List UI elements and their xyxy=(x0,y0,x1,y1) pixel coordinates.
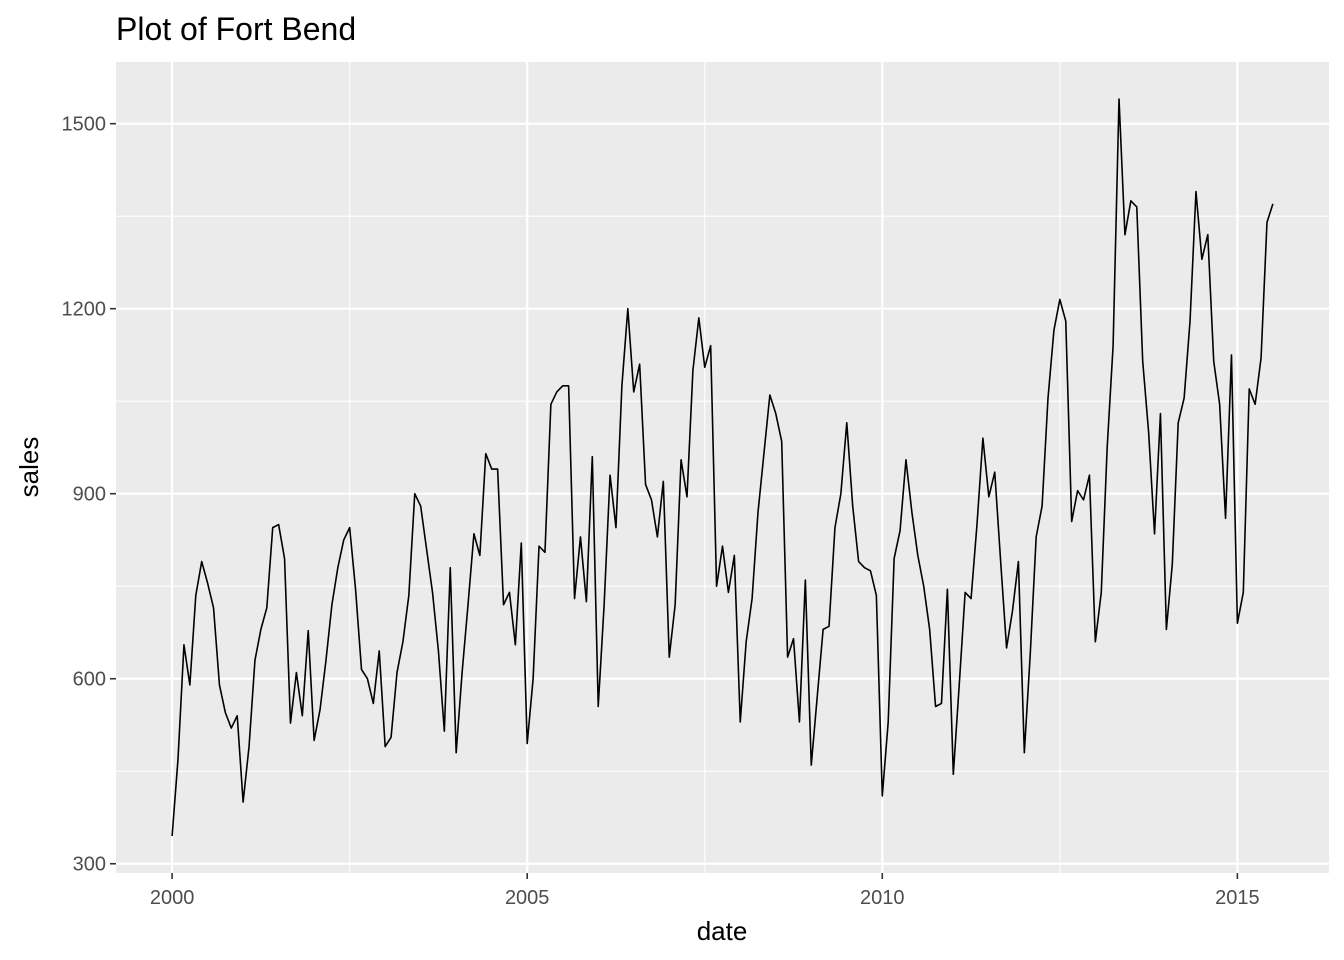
y-axis-title: sales xyxy=(14,437,44,498)
x-tick-label: 2010 xyxy=(860,887,905,909)
y-axis: 300 600 900 1200 1500 xyxy=(62,114,116,876)
y-tick-label: 900 xyxy=(73,484,106,506)
minor-gridlines xyxy=(116,62,1329,873)
y-tick-label: 1200 xyxy=(62,299,107,321)
y-tick-label: 600 xyxy=(73,669,106,691)
x-tick-label: 2005 xyxy=(505,887,550,909)
y-tick-label: 1500 xyxy=(62,114,107,136)
x-axis: 2000 2005 2010 2015 xyxy=(150,873,1260,909)
series-line xyxy=(171,98,1274,837)
chart-title: Plot of Fort Bend xyxy=(116,11,356,47)
x-tick-label: 2000 xyxy=(150,887,195,909)
x-tick-label: 2015 xyxy=(1215,887,1260,909)
major-gridlines xyxy=(116,62,1329,873)
plot-panel xyxy=(116,62,1329,873)
x-axis-title: date xyxy=(697,916,748,946)
y-tick-label: 300 xyxy=(73,854,106,876)
